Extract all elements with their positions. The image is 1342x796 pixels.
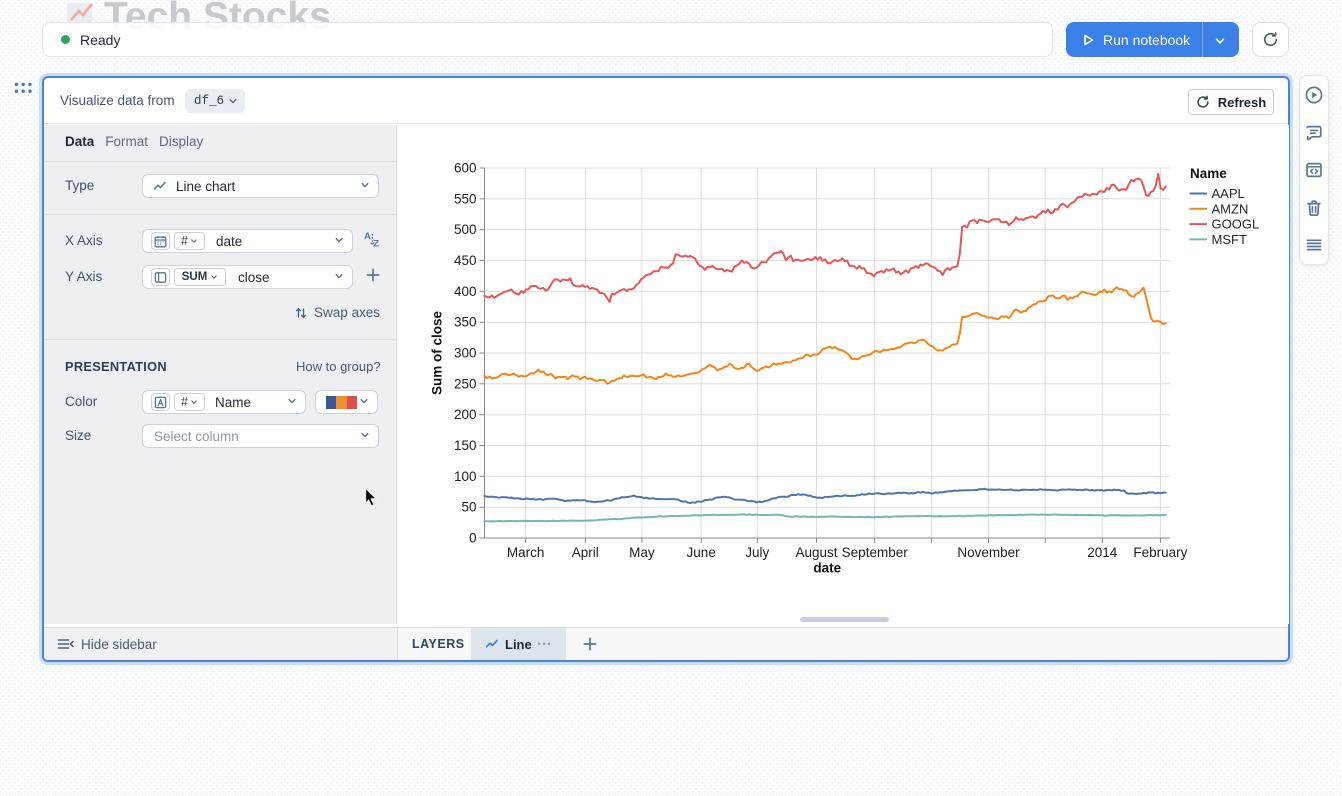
svg-text:50: 50 xyxy=(461,500,476,515)
svg-text:June: June xyxy=(687,545,716,560)
svg-text:300: 300 xyxy=(454,346,477,361)
svg-text:date: date xyxy=(813,561,841,576)
svg-text:400: 400 xyxy=(454,284,477,299)
svg-text:500: 500 xyxy=(454,222,477,237)
svg-text:150: 150 xyxy=(454,438,477,453)
svg-text:August: August xyxy=(795,545,837,560)
svg-text:250: 250 xyxy=(454,376,477,391)
svg-text:A: A xyxy=(364,231,371,242)
svg-text:MSFT: MSFT xyxy=(1212,232,1247,247)
svg-text:550: 550 xyxy=(454,191,477,206)
svg-text:0: 0 xyxy=(469,531,477,546)
svg-text:September: September xyxy=(842,545,909,560)
svg-text:GOOGL: GOOGL xyxy=(1212,217,1260,232)
svg-text:April: April xyxy=(572,545,599,560)
svg-text:200: 200 xyxy=(454,407,477,422)
svg-text:Z: Z xyxy=(373,239,379,249)
svg-text:AMZN: AMZN xyxy=(1212,201,1249,216)
svg-text:Name: Name xyxy=(1190,166,1227,181)
svg-text:600: 600 xyxy=(454,161,477,176)
svg-text:Sum of close: Sum of close xyxy=(430,311,445,396)
svg-text:November: November xyxy=(957,545,1020,560)
svg-text:450: 450 xyxy=(454,253,477,268)
svg-text:July: July xyxy=(745,545,769,560)
svg-text:February: February xyxy=(1133,545,1187,560)
svg-text:350: 350 xyxy=(454,315,477,330)
svg-text:May: May xyxy=(629,545,655,560)
svg-text:AAPL: AAPL xyxy=(1212,186,1245,201)
svg-text:2014: 2014 xyxy=(1087,545,1118,560)
svg-text:100: 100 xyxy=(454,469,477,484)
svg-text:March: March xyxy=(507,545,545,560)
